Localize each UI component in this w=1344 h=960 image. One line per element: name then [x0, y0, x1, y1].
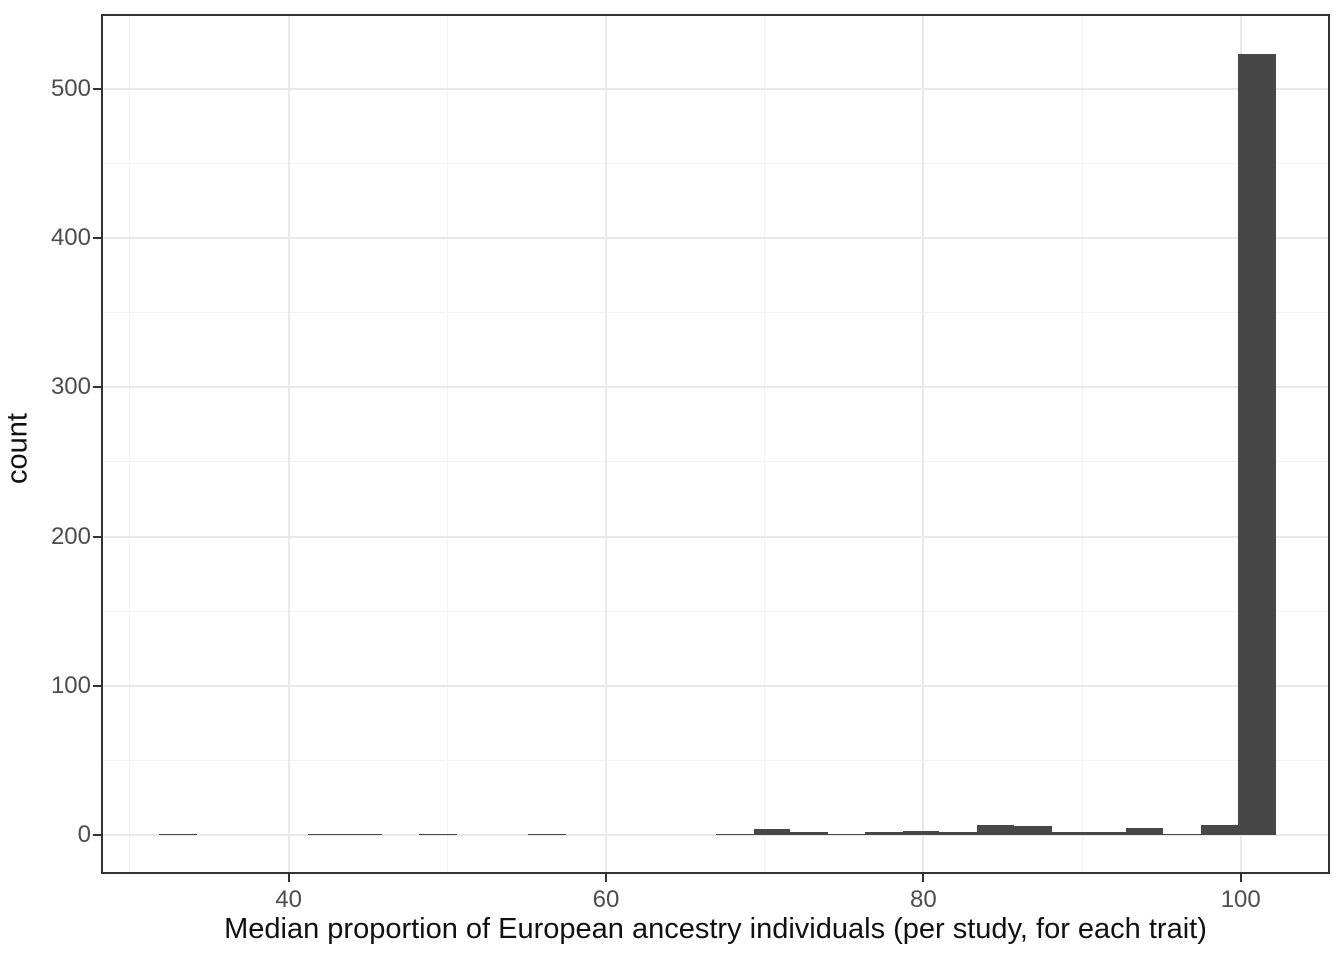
y-tick-label: 500 — [50, 74, 91, 102]
histogram-bars-layer — [103, 16, 1328, 872]
major-gridline-horizontal — [103, 386, 1328, 389]
major-gridline-horizontal — [103, 87, 1328, 90]
y-tick-mark — [93, 236, 101, 239]
histogram-bar — [1088, 832, 1127, 836]
histogram-bar — [418, 833, 457, 836]
y-tick-mark — [93, 87, 101, 90]
y-tick-label: 200 — [50, 522, 91, 550]
histogram-bar — [864, 832, 903, 836]
histogram-bar — [828, 833, 865, 836]
major-gridline-vertical — [287, 16, 290, 872]
x-tick-mark — [922, 874, 925, 882]
minor-gridline-vertical — [1081, 16, 1083, 872]
histogram-bar — [977, 824, 1014, 836]
histogram-bar — [528, 833, 567, 836]
histogram-bar — [753, 829, 791, 836]
x-tick-mark — [605, 874, 607, 882]
minor-gridlines-layer — [103, 16, 1328, 872]
histogram-bar — [715, 833, 754, 836]
y-axis-title: count — [1, 413, 34, 484]
x-tick-label: 100 — [1220, 886, 1261, 913]
x-tick-mark — [287, 874, 290, 882]
x-tick-label: 80 — [910, 886, 937, 913]
histogram-bar — [345, 833, 383, 836]
minor-gridline-horizontal — [103, 162, 1328, 164]
y-tick-mark — [93, 535, 101, 538]
x-tick-mark — [1239, 874, 1242, 882]
histogram-bar — [902, 830, 940, 836]
y-tick-mark — [93, 834, 101, 837]
y-tick-label: 400 — [50, 223, 91, 251]
histogram-bar — [307, 833, 346, 836]
minor-gridline-horizontal — [103, 610, 1328, 612]
major-gridline-horizontal — [103, 236, 1328, 239]
major-gridline-horizontal — [103, 535, 1328, 538]
y-tick-label: 0 — [77, 821, 91, 849]
histogram-bar — [790, 832, 829, 836]
minor-gridline-vertical — [764, 16, 766, 872]
plot-panel — [101, 14, 1330, 874]
histogram-bar — [1013, 826, 1052, 836]
minor-gridline-horizontal — [103, 312, 1328, 314]
histogram-bar — [1237, 54, 1276, 836]
major-gridline-vertical — [922, 16, 925, 872]
histogram-bar — [1201, 824, 1238, 836]
x-tick-label: 40 — [275, 886, 302, 913]
x-axis-title: Median proportion of European ancestry i… — [224, 913, 1207, 945]
y-tick-mark — [93, 386, 101, 389]
histogram-bar — [1051, 832, 1089, 836]
major-gridline-horizontal — [103, 684, 1328, 687]
histogram-bar — [1162, 833, 1202, 836]
minor-gridline-vertical — [129, 16, 131, 872]
minor-gridline-vertical — [446, 16, 448, 872]
minor-gridline-horizontal — [103, 760, 1328, 762]
histogram-bar — [939, 832, 978, 836]
histogram-bar — [158, 833, 197, 836]
major-gridline-vertical — [605, 16, 607, 872]
minor-gridline-horizontal — [103, 461, 1328, 463]
x-tick-label: 60 — [592, 886, 620, 913]
y-tick-label: 300 — [50, 373, 91, 401]
y-tick-label: 100 — [50, 671, 91, 699]
histogram-bar — [1126, 827, 1163, 836]
y-tick-mark — [93, 684, 101, 687]
